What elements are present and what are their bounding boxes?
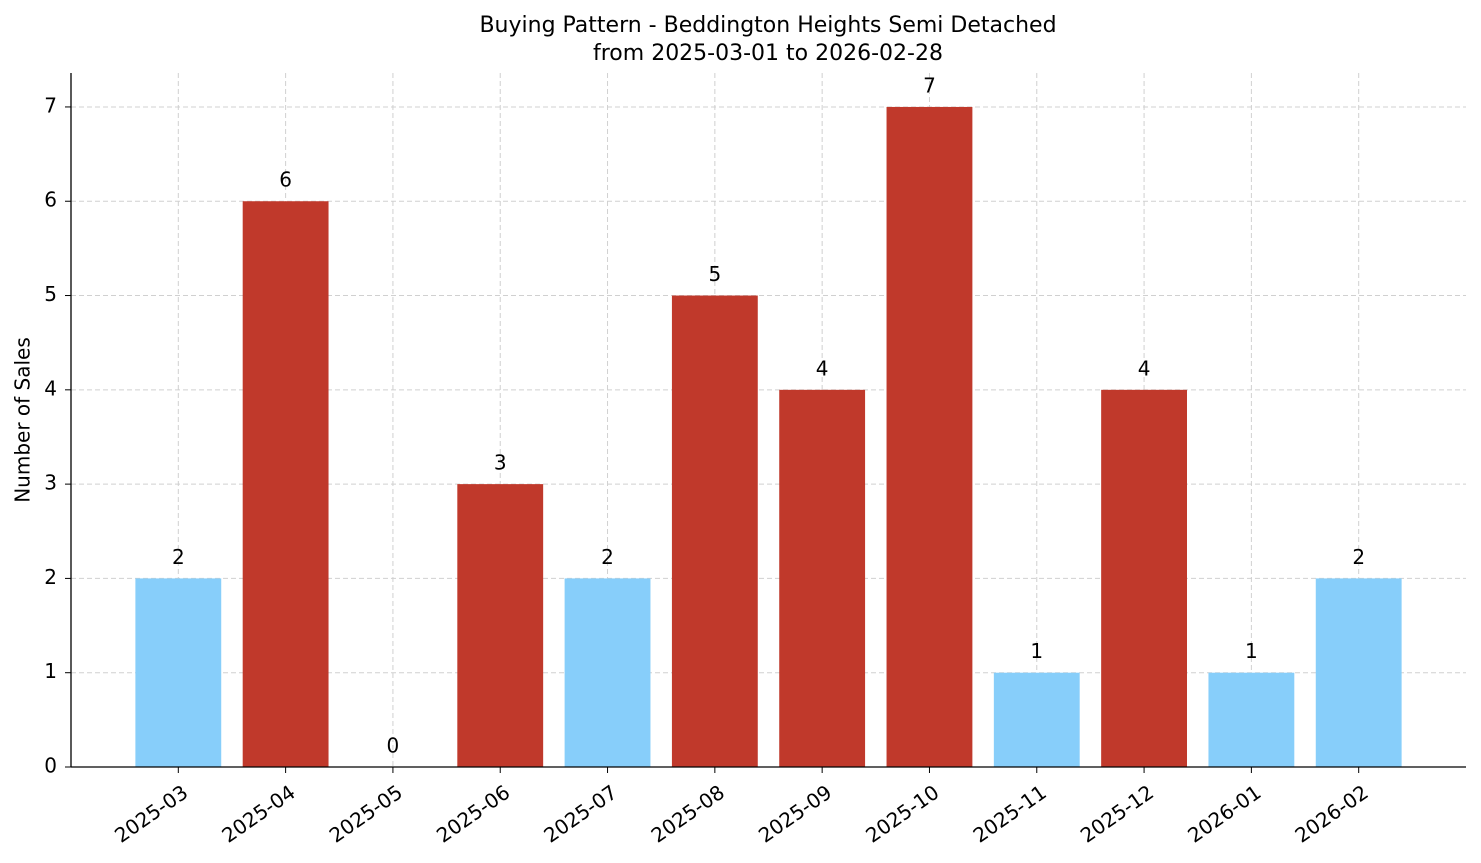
y-tick-label: 1 bbox=[44, 659, 57, 683]
y-tick-label: 5 bbox=[44, 282, 57, 306]
x-tick-label: 2025-12 bbox=[1076, 780, 1158, 848]
y-axis-label: Number of Sales bbox=[11, 337, 35, 503]
bar bbox=[886, 106, 973, 767]
x-tick-label: 2025-03 bbox=[110, 780, 192, 848]
y-tick-label: 2 bbox=[44, 565, 57, 589]
bar bbox=[1101, 389, 1187, 767]
data-label: 6 bbox=[279, 168, 292, 192]
data-label: 2 bbox=[601, 545, 614, 569]
bar bbox=[1208, 672, 1295, 767]
y-tick-label: 3 bbox=[44, 471, 57, 495]
x-tick-label: 2026-01 bbox=[1183, 780, 1265, 848]
bar bbox=[671, 295, 758, 767]
x-tick-label: 2025-07 bbox=[539, 780, 621, 848]
x-tick-label: 2026-02 bbox=[1290, 780, 1372, 848]
bar bbox=[135, 578, 222, 767]
x-tick-label: 2025-11 bbox=[969, 780, 1051, 848]
data-label: 0 bbox=[387, 734, 400, 758]
bar bbox=[242, 201, 329, 767]
y-tick-label: 7 bbox=[44, 93, 57, 117]
chart-title: Buying Pattern - Beddington Heights Semi… bbox=[479, 13, 1056, 38]
bar bbox=[457, 484, 544, 767]
x-tick-label: 2025-05 bbox=[325, 780, 407, 848]
bar bbox=[564, 578, 651, 767]
plot: 2 6 0 3 2 5 4 7 1 4 1 2 bbox=[135, 73, 1402, 767]
bar bbox=[993, 672, 1080, 767]
data-label: 4 bbox=[816, 356, 829, 380]
bar bbox=[1315, 578, 1402, 767]
y-tick-label: 4 bbox=[44, 376, 57, 400]
data-label: 4 bbox=[1138, 356, 1151, 380]
x-tick-label: 2025-04 bbox=[217, 780, 299, 848]
data-label: 1 bbox=[1030, 639, 1043, 663]
data-label: 5 bbox=[708, 262, 721, 286]
data-label: 7 bbox=[923, 73, 936, 97]
bar bbox=[779, 389, 866, 767]
y-tick-label: 0 bbox=[44, 754, 57, 778]
x-tick-label: 2025-06 bbox=[432, 780, 514, 848]
data-label: 2 bbox=[172, 545, 185, 569]
x-tick-label: 2025-08 bbox=[647, 780, 729, 848]
x-tick-label: 2025-10 bbox=[861, 780, 943, 848]
data-label: 1 bbox=[1245, 639, 1258, 663]
chart-subtitle: from 2025-03-01 to 2026-02-28 bbox=[593, 41, 943, 66]
y-tick-label: 6 bbox=[44, 188, 57, 212]
data-label: 2 bbox=[1352, 545, 1365, 569]
x-tick-label: 2025-09 bbox=[754, 780, 836, 848]
data-label: 3 bbox=[494, 451, 507, 475]
